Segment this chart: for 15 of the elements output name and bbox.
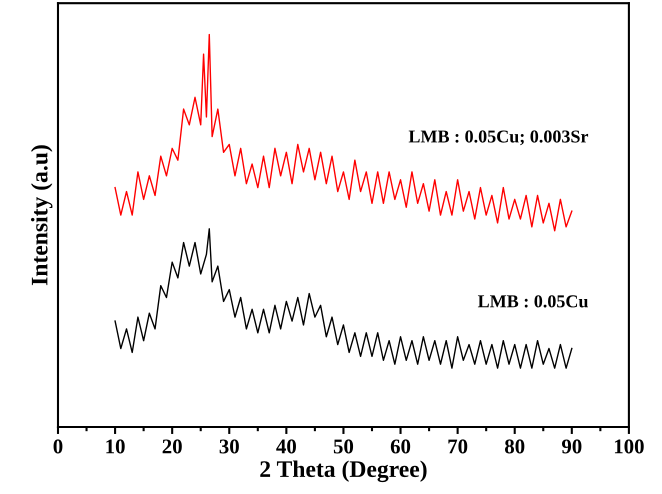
x-tick-label: 100 (614, 439, 644, 454)
series-label: LMB : 0.05Cu; 0.003Sr (408, 130, 588, 146)
x-tick-label: 60 (390, 439, 410, 454)
series-label: LMB : 0.05Cu (478, 295, 588, 308)
x-tick-label: 20 (162, 439, 182, 454)
x-tick-label: 0 (54, 439, 62, 454)
x-tick-label: 10 (106, 439, 125, 454)
y-axis-title: Intensity (a.u) (30, 145, 52, 286)
x-tick-label: 80 (504, 439, 524, 454)
x-axis-title: 2 Theta (Degree) (260, 460, 427, 482)
x-tick-label: 90 (562, 439, 582, 454)
x-tick-label: 70 (448, 439, 468, 454)
x-tick-label: 40 (276, 439, 296, 454)
x-tick-label: 30 (220, 439, 239, 454)
x-tick-label: 50 (334, 439, 354, 454)
